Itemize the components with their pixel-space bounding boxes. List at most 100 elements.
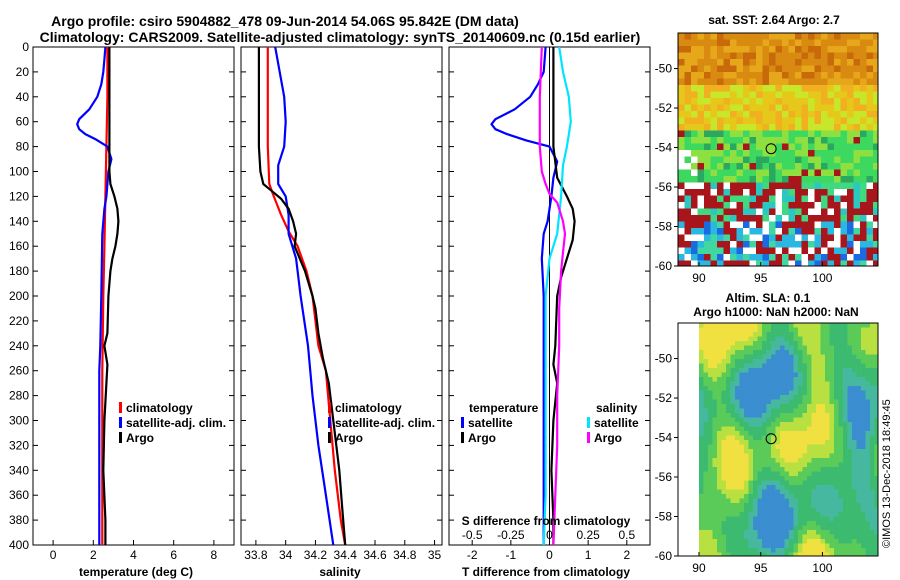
sst-cell <box>853 189 860 196</box>
sst-cell <box>723 59 730 66</box>
sla-cell <box>797 386 803 391</box>
sla-cell <box>730 462 735 467</box>
salinity-xlabel: salinity <box>319 565 361 579</box>
sla-cell <box>716 543 722 548</box>
sst-cell <box>873 111 878 118</box>
sla-cell <box>788 359 794 364</box>
sla-cell <box>842 336 848 341</box>
sst-cell <box>840 260 847 266</box>
sla-cell <box>721 372 726 377</box>
sla-cell <box>730 543 735 548</box>
sla-cell <box>829 426 834 431</box>
sla-cell <box>752 377 758 382</box>
sst-cell <box>691 91 698 98</box>
sst-cell <box>827 221 834 228</box>
sst-cell <box>801 195 808 202</box>
sla-cell <box>739 327 744 332</box>
sla-cell <box>739 507 744 512</box>
sla-cell <box>842 377 848 382</box>
sla-cell <box>784 440 789 445</box>
sla-cell <box>725 372 731 377</box>
sla-cell <box>824 543 830 548</box>
sst-cell <box>723 195 730 202</box>
sla-cell <box>860 471 866 476</box>
sla-cell <box>829 359 834 364</box>
sla-cell <box>829 431 834 436</box>
sla-cell <box>797 399 803 404</box>
sst-cell <box>762 189 769 196</box>
sla-cell <box>770 485 776 490</box>
sla-cell <box>824 462 830 467</box>
sst-cell <box>808 169 815 176</box>
sla-cell <box>856 417 861 422</box>
sla-cell <box>757 462 762 467</box>
map-y-tick-label: -54 <box>655 141 673 155</box>
sla-cell <box>698 435 704 440</box>
sst-cell <box>873 260 878 266</box>
sla-cell <box>874 368 878 373</box>
sla-cell <box>707 498 713 503</box>
argo-location-marker <box>765 143 777 155</box>
sla-cell <box>806 323 812 328</box>
sla-cell <box>829 462 834 467</box>
sla-cell <box>748 381 753 386</box>
sla-cell <box>752 471 758 476</box>
sst-cell <box>827 111 834 118</box>
sst-cell <box>814 163 821 170</box>
sla-cell <box>842 489 848 494</box>
sla-cell <box>815 489 821 494</box>
sla-cell <box>703 543 708 548</box>
sla-cell <box>766 386 771 391</box>
sst-cell <box>684 91 691 98</box>
sla-cell <box>824 399 830 404</box>
sla-cell <box>824 372 830 377</box>
sla-cell <box>716 422 722 427</box>
sla-cell <box>847 458 852 463</box>
sla-cell <box>815 323 821 328</box>
sla-cell <box>703 530 708 535</box>
sla-cell <box>811 534 816 539</box>
sla-cell <box>734 422 740 427</box>
sst-cell <box>782 91 789 98</box>
sst-cell <box>678 111 685 118</box>
sla-cell <box>874 521 878 526</box>
sla-cell <box>761 440 767 445</box>
sla-cell <box>874 476 878 481</box>
sla-cell <box>865 408 870 413</box>
sst-cell <box>749 91 756 98</box>
sla-cell <box>739 422 744 427</box>
sla-cell <box>811 417 816 422</box>
sst-cell <box>762 104 769 111</box>
sla-cell <box>779 498 785 503</box>
sla-cell <box>842 548 848 553</box>
sla-cell <box>820 350 825 355</box>
sst-cell <box>847 104 854 111</box>
sla-cell <box>775 408 780 413</box>
sla-cell <box>698 543 704 548</box>
sla-cell <box>797 336 803 341</box>
sla-cell <box>815 422 821 427</box>
sla-cell <box>752 395 758 400</box>
sst-cell <box>873 195 878 202</box>
sla-cell <box>770 363 776 368</box>
sla-cell <box>865 471 870 476</box>
sst-cell <box>678 169 685 176</box>
sla-cell <box>788 471 794 476</box>
sst-cell <box>710 111 717 118</box>
sla-cell <box>869 404 875 409</box>
sla-cell <box>716 453 722 458</box>
sst-cell <box>704 130 711 137</box>
sst-cell <box>678 215 685 222</box>
sla-cell <box>775 476 780 481</box>
sla-cell <box>851 395 857 400</box>
sla-cell <box>721 345 726 350</box>
sla-cell <box>716 408 722 413</box>
map-x-tick-label: 95 <box>754 271 768 285</box>
sla-cell <box>775 413 780 418</box>
sla-cell <box>730 332 735 337</box>
sla-cell <box>860 512 866 517</box>
sst-cell <box>795 241 802 248</box>
sla-cell <box>847 489 852 494</box>
sla-cell <box>824 512 830 517</box>
sla-cell <box>829 458 834 463</box>
